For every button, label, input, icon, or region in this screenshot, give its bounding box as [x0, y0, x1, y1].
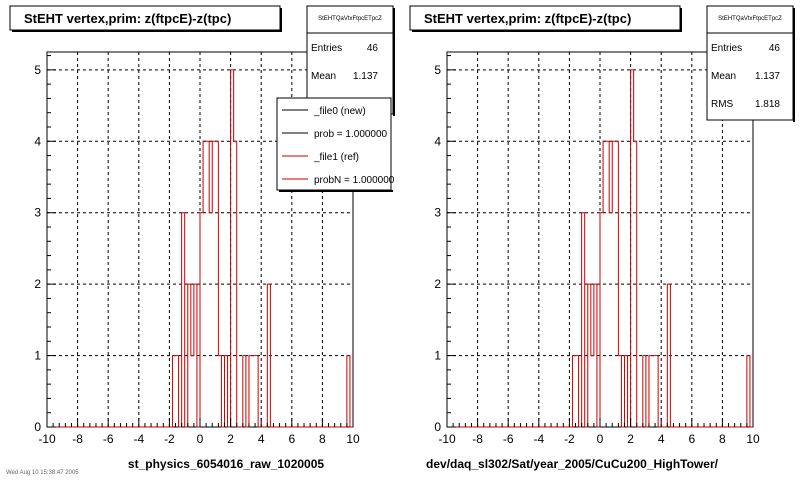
legend-left: _file0 (new) prob = 1.000000 _file1 (ref…: [276, 97, 395, 192]
stats-mean-label-right: Mean: [711, 71, 736, 82]
histogram-left: [47, 69, 353, 428]
panel-right: StEHT vertex,prim: z(ftpcE)-z(tpc) -10 -8…: [409, 5, 795, 471]
legend-entry-ref: _file1 (ref): [313, 152, 359, 163]
y-tick-label: 5: [34, 63, 41, 77]
y-tick-label: 3: [34, 206, 41, 220]
x-tick-label: -2: [564, 432, 575, 446]
stats-entries-value-right: 46: [769, 43, 781, 54]
x-tick-label: -6: [103, 432, 114, 446]
stats-entries-value-left: 46: [367, 43, 379, 54]
x-tick-label: 2: [627, 432, 634, 446]
y-tick-label: 1: [434, 349, 441, 363]
stats-entries-label-left: Entries: [311, 43, 342, 54]
stats-box-left: StEHTQaVtxFtpcETpcZ Entries 46 Mean 1.13…: [306, 5, 395, 116]
stats-box-right: StEHTQaVtxFtpcETpcZ Entries 46 Mean 1.13…: [706, 5, 795, 122]
panel-left-title-box: [9, 5, 281, 31]
y-axis-right: 0 1 2 3 4 5: [434, 55, 456, 434]
panel-left-caption: st_physics_6054016_raw_1020005: [128, 457, 324, 471]
stats-mean-label-left: Mean: [311, 71, 336, 82]
histogram-right: [447, 69, 753, 428]
x-axis-right: -10 -8 -6 -4 -2 0 2 4 6 8 10: [438, 418, 760, 446]
x-tick-label: 0: [597, 432, 604, 446]
y-tick-label: 4: [34, 134, 41, 148]
panel-right-caption: dev/daq_sl302/Sat/year_2005/CuCu200_High…: [426, 457, 719, 471]
y-tick-label: 3: [434, 206, 441, 220]
stats-mean-value-left: 1.137: [353, 71, 378, 82]
panel-right-title: StEHT vertex,prim: z(ftpcE)-z(tpc): [424, 11, 631, 26]
panel-left-title: StEHT vertex,prim: z(ftpcE)-z(tpc): [24, 11, 231, 26]
x-tick-label: -2: [164, 432, 175, 446]
x-tick-label: 6: [688, 432, 695, 446]
x-tick-label: 10: [346, 432, 360, 446]
x-tick-label: -10: [38, 432, 56, 446]
x-tick-label: 4: [258, 432, 265, 446]
y-tick-label: 0: [34, 420, 41, 434]
x-tick-label: 0: [197, 432, 204, 446]
y-tick-label: 1: [34, 349, 41, 363]
x-tick-label: -4: [133, 432, 144, 446]
stats-mean-value-right: 1.137: [755, 71, 780, 82]
stats-rms-label-right: RMS: [711, 99, 734, 110]
x-tick-label: 6: [288, 432, 295, 446]
legend-entry-prob: prob = 1.000000: [314, 129, 388, 140]
x-tick-label: -8: [72, 432, 83, 446]
legend-entry-new: _file0 (new): [313, 106, 366, 117]
x-tick-label: 4: [658, 432, 665, 446]
y-tick-label: 2: [34, 277, 41, 291]
y-tick-label: 2: [434, 277, 441, 291]
y-tick-label: 4: [434, 134, 441, 148]
stats-title-right: StEHTQaVtxFtpcETpcZ: [718, 16, 782, 22]
panel-left: StEHT vertex,prim: z(ftpcE)-z(tpc) -10 -8…: [9, 5, 395, 471]
y-tick-label: 0: [434, 420, 441, 434]
x-tick-label: -10: [438, 432, 456, 446]
x-tick-label: -8: [472, 432, 483, 446]
stats-rms-value-right: 1.818: [755, 99, 780, 110]
y-tick-label: 5: [434, 63, 441, 77]
x-tick-label: 8: [719, 432, 726, 446]
footer-timestamp: Wed Aug 10 15:38:47 2005: [6, 470, 79, 476]
x-tick-label: 8: [319, 432, 326, 446]
x-tick-label: -6: [503, 432, 514, 446]
stats-title-left: StEHTQaVtxFtpcETpcZ: [318, 16, 382, 22]
x-tick-label: -4: [533, 432, 544, 446]
x-axis-left: -10 -8 -6 -4 -2 0 2 4 6 8 10: [38, 418, 360, 446]
x-tick-label: 2: [227, 432, 234, 446]
x-tick-label: 10: [746, 432, 760, 446]
stats-entries-label-right: Entries: [711, 43, 742, 54]
y-axis-left: 0 1 2 3 4 5: [34, 55, 56, 434]
legend-entry-probn: probN = 1.000000: [314, 175, 395, 186]
